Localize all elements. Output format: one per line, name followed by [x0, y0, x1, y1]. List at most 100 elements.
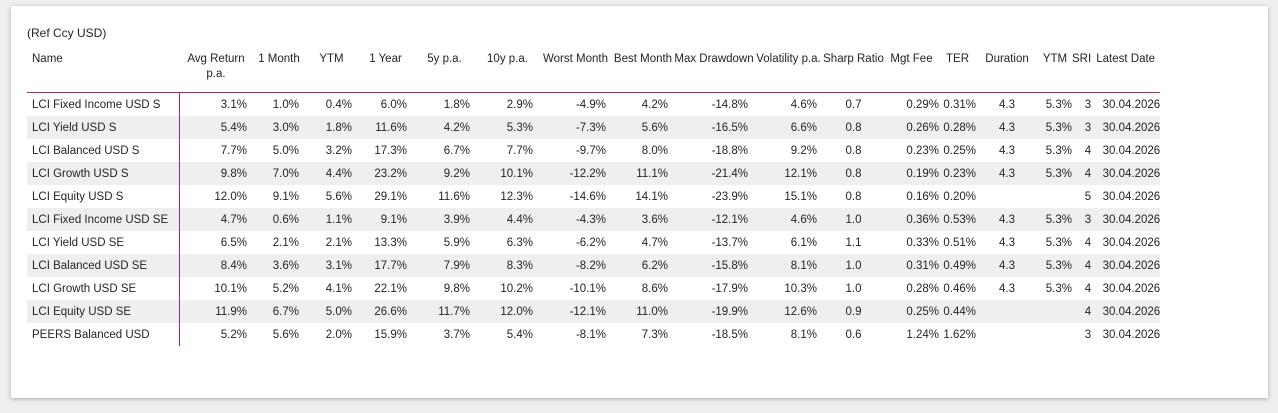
cell-mgt-fee: 0.29%: [884, 92, 939, 116]
header-row: Name Avg Return p.a. 1 Month YTM 1 Year …: [27, 52, 1160, 93]
cell-1-year: 29.1%: [374, 190, 407, 203]
col-header-5y[interactable]: 5y p.a.: [427, 53, 462, 65]
col-header-duration[interactable]: Duration: [985, 53, 1029, 65]
col-header-sri[interactable]: SRI: [1072, 53, 1092, 65]
cell-ter: 0.20%: [943, 190, 976, 203]
cell-5y: 9.2%: [413, 162, 476, 185]
table-row[interactable]: LCI Balanced USD S 7.7% 5.0% 3.2% 17.3% 6.7% 7…: [27, 139, 1160, 162]
cell-worst-month: -14.6%: [569, 190, 606, 203]
col-header-avg-return[interactable]: Avg Return p.a.: [187, 53, 245, 80]
cell-duration: [976, 300, 1038, 323]
col-header-10y[interactable]: 10y p.a.: [487, 53, 528, 65]
col-header-volatility[interactable]: Volatility p.a.: [756, 53, 821, 65]
cell-volatility: 10.3%: [784, 282, 817, 295]
cell-10y: 12.0%: [476, 300, 539, 323]
cell-latest-date: 30.04.2026: [1091, 208, 1161, 231]
cell-duration: 4.3: [999, 236, 1015, 249]
cell-mgt-fee: 0.23%: [906, 144, 939, 157]
report-card: (Ref Ccy USD) Name Avg Return p.: [11, 6, 1268, 398]
cell-5y: 7.9%: [413, 254, 476, 277]
cell-duration: 4.3: [976, 116, 1038, 139]
cell-1-month: 5.2%: [272, 282, 299, 295]
cell-sharp-ratio: 0.8: [823, 116, 884, 139]
cell-volatility: 9.2%: [790, 144, 817, 157]
cell-5y: 11.7%: [413, 300, 476, 323]
cell-latest-date: 30.04.2026: [1091, 162, 1161, 185]
cell-1-month: 2.1%: [272, 236, 299, 249]
cell-ytm-bond: [1038, 185, 1072, 208]
cell-ter: 0.23%: [939, 162, 976, 185]
cell-best-month: 8.6%: [641, 282, 668, 295]
table-row[interactable]: LCI Equity USD S 12.0% 9.1% 5.6% 29.1% 11.6% 1…: [27, 185, 1160, 208]
cell-worst-month: -4.3%: [539, 208, 612, 231]
reference-currency-caption: (Ref Ccy USD): [27, 26, 107, 40]
col-header-1-year[interactable]: 1 Year: [369, 53, 402, 65]
cell-ytm: 2.0%: [325, 328, 352, 341]
cell-duration: 4.3: [976, 162, 1038, 185]
cell-duration: 4.3: [976, 92, 1038, 116]
cell-mgt-fee: 0.26%: [884, 116, 939, 139]
col-header-ytm[interactable]: YTM: [319, 53, 344, 65]
col-header-mgt-fee[interactable]: Mgt Fee: [890, 53, 933, 65]
cell-best-month: 11.1%: [612, 162, 674, 185]
cell-10y: 4.4%: [476, 208, 539, 231]
col-header-sharp-ratio[interactable]: Sharp Ratio: [823, 53, 884, 65]
table-row[interactable]: LCI Equity USD SE 11.9% 6.7% 5.0% 26.6% 11.7%…: [27, 300, 1161, 323]
col-header-ytm-bond[interactable]: YTM: [1042, 53, 1068, 65]
table-row[interactable]: LCI Fixed Income USD S 3.1% 1.0% 0.4% 6.0% 1.…: [27, 92, 1161, 116]
table-row[interactable]: LCI Balanced USD SE 8.4% 3.6% 3.1% 17.7% 7.9%…: [27, 254, 1161, 277]
cell-best-month: 4.2%: [612, 92, 674, 116]
cell-mgt-fee: 0.31%: [884, 254, 939, 277]
cell-sri: 4: [1084, 282, 1092, 295]
col-header-best-month[interactable]: Best Month: [613, 53, 673, 65]
col-header-worst-month[interactable]: Worst Month: [543, 53, 608, 65]
cell-avg-return: 11.9%: [179, 300, 253, 323]
cell-10y: 12.3%: [500, 190, 533, 203]
cell-ter: 0.44%: [939, 300, 976, 323]
cell-avg-return: 3.1%: [179, 92, 253, 116]
col-header-latest-date[interactable]: Latest Date: [1096, 53, 1156, 65]
cell-latest-date: 30.04.2026: [1091, 300, 1161, 323]
table-row[interactable]: LCI Fixed Income USD SE 4.7% 0.6% 1.1% 9.1% 3…: [27, 208, 1161, 231]
col-header-1-month[interactable]: 1 Month: [258, 53, 300, 65]
cell-volatility: 8.1%: [754, 254, 823, 277]
col-header-ter[interactable]: TER: [946, 53, 969, 65]
cell-duration: [976, 323, 1038, 346]
col-header-name[interactable]: Name: [32, 53, 63, 65]
cell-worst-month: -10.1%: [569, 282, 606, 295]
cell-name: LCI Balanced USD SE: [27, 254, 180, 277]
cell-latest-date: 30.04.2026: [1102, 190, 1161, 203]
table-row[interactable]: LCI Growth USD SE 10.1% 5.2% 4.1% 22.1% 9.8% 1…: [27, 277, 1160, 300]
col-header-max-drawdown[interactable]: Max Drawdown: [674, 53, 754, 65]
cell-worst-month: -9.7%: [575, 144, 606, 157]
cell-duration: 4.3: [999, 282, 1015, 295]
cell-ytm-bond: 5.3%: [1045, 236, 1072, 249]
cell-max-drawdown: -17.9%: [711, 282, 748, 295]
cell-1-year: 15.9%: [374, 328, 407, 341]
table-row[interactable]: LCI Yield USD SE 6.5% 2.1% 2.1% 13.3% 5.9% 6.3…: [27, 231, 1160, 254]
cell-ytm-bond: [1038, 323, 1072, 346]
table-row[interactable]: LCI Yield USD S 5.4% 3.0% 1.8% 11.6% 4.2% 5.3%…: [27, 116, 1161, 139]
cell-10y: 7.7%: [506, 144, 533, 157]
cell-best-month: 8.0%: [641, 144, 668, 157]
cell-best-month: 7.3%: [641, 328, 668, 341]
cell-5y: 11.6%: [438, 190, 470, 203]
cell-name: LCI Equity USD S: [27, 185, 180, 208]
cell-1-year: 6.0%: [358, 92, 413, 116]
table-row[interactable]: LCI Growth USD S 9.8% 7.0% 4.4% 23.2% 9.2% 10.…: [27, 162, 1161, 185]
cell-max-drawdown: -21.4%: [674, 162, 754, 185]
cell-mgt-fee: 0.33%: [906, 236, 939, 249]
cell-sri: 4: [1084, 236, 1092, 249]
cell-best-month: 3.6%: [612, 208, 674, 231]
cell-ter: 1.62%: [943, 328, 976, 341]
cell-avg-return: 6.5%: [220, 236, 247, 249]
cell-worst-month: -12.2%: [539, 162, 612, 185]
cell-ytm: 3.1%: [305, 254, 358, 277]
cell-1-month: 0.6%: [253, 208, 305, 231]
cell-name: LCI Balanced USD S: [27, 139, 180, 162]
cell-max-drawdown: -23.9%: [711, 190, 748, 203]
cell-ytm-bond: 5.3%: [1038, 116, 1072, 139]
table-row[interactable]: PEERS Balanced USD 5.2% 5.6% 2.0% 15.9% 3.7% 5…: [27, 323, 1160, 346]
cell-latest-date: 30.04.2026: [1091, 92, 1161, 116]
cell-ter: 0.31%: [939, 92, 976, 116]
